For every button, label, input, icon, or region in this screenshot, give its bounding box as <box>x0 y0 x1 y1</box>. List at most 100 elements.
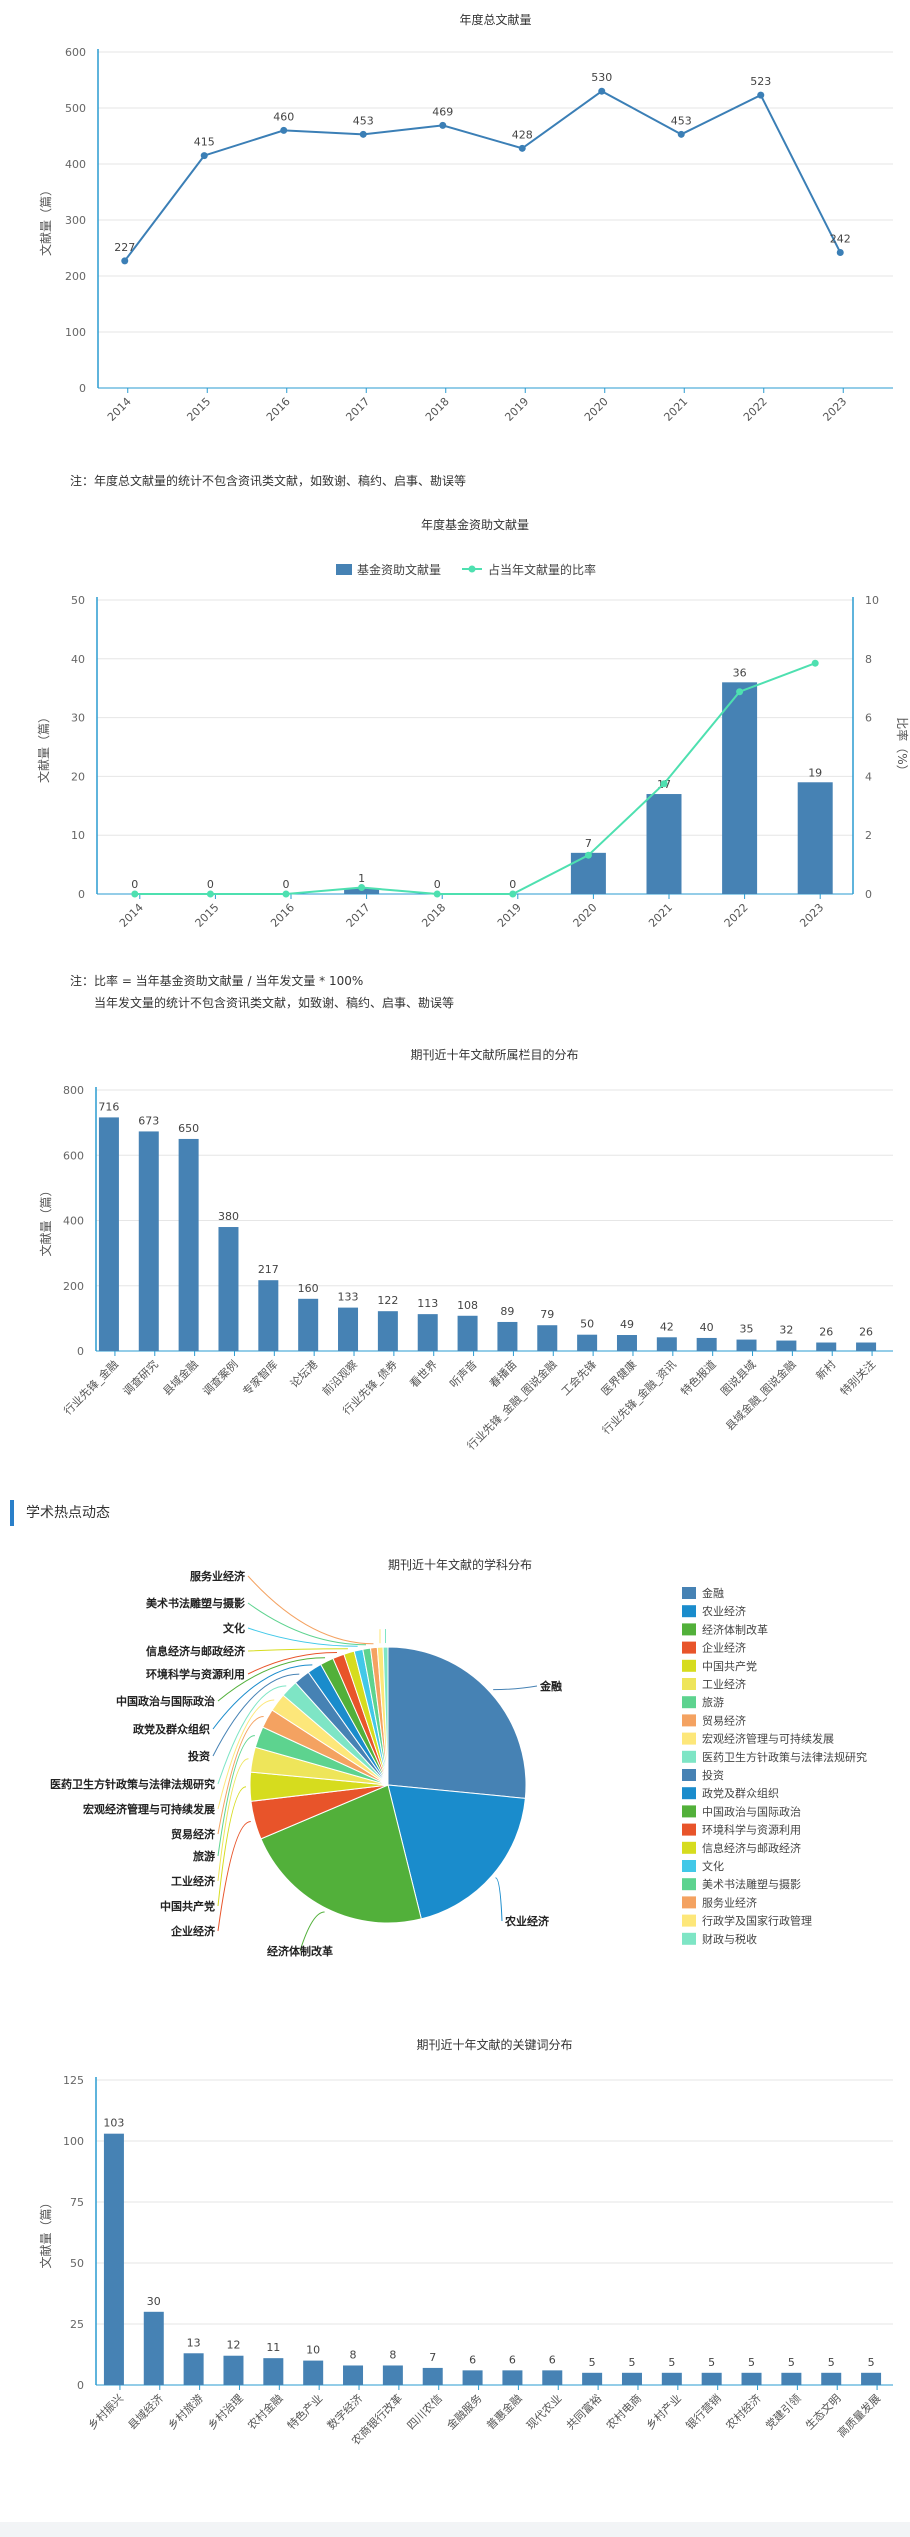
bar <box>143 2311 164 2385</box>
y-tick-label: 0 <box>78 888 85 901</box>
bar-label: 650 <box>178 1122 199 1135</box>
y-tick-label: 30 <box>71 712 85 725</box>
annual-note: 注：年度总文献量的统计不包含资讯类文献，如致谢、稿约、启事、勘误等 <box>70 474 467 488</box>
bar-label: 103 <box>103 2117 124 2130</box>
y-tick-label: 600 <box>65 46 86 59</box>
pie-leader-line <box>247 1602 367 1646</box>
pie-label: 美术书法雕塑与摄影 <box>146 1596 245 1610</box>
bar <box>646 794 682 894</box>
x-tick-label: 2014 <box>117 901 146 930</box>
bar-label: 217 <box>258 1263 279 1276</box>
y-tick-label: 600 <box>63 1149 84 1162</box>
bar <box>497 1321 518 1351</box>
bar-label: 0 <box>207 878 214 891</box>
legend-swatch <box>682 1769 696 1781</box>
legend-line-label: 占当年文献量的比率 <box>488 562 596 577</box>
bar <box>263 2358 284 2385</box>
x-tick-label: 2021 <box>646 901 675 930</box>
bar <box>582 2372 603 2385</box>
bar-label: 35 <box>740 1323 754 1336</box>
bar-label: 7 <box>585 837 592 850</box>
bar-label: 1 <box>358 872 365 885</box>
column-distribution-chart: 期刊近十年文献所属栏目的分布 0 200 400 600 800 文献量（篇） 行业先锋_金融… <box>0 1035 910 1485</box>
bar <box>343 2365 364 2385</box>
x-tick-label: 专家智库 <box>239 1357 280 1398</box>
data-label: 415 <box>194 136 215 149</box>
pie-leader-line <box>217 1786 247 1907</box>
bar <box>98 1117 119 1351</box>
legend-label: 投资 <box>702 1768 724 1782</box>
bar-label: 79 <box>540 1308 554 1321</box>
legend-swatch <box>682 1659 696 1672</box>
ratio-point <box>358 884 366 892</box>
data-point <box>280 126 288 134</box>
legend-label: 宏观经济管理与可持续发展 <box>702 1732 834 1746</box>
legend-swatch <box>682 1805 696 1818</box>
bar-label: 5 <box>828 2356 835 2369</box>
bar <box>103 2133 124 2385</box>
pie-leader-line <box>247 1648 348 1652</box>
y-axis-label: 文献量（篇） <box>38 1184 53 1256</box>
y-tick-label: 100 <box>65 326 86 339</box>
y2-tick-label: 10 <box>865 594 879 607</box>
x-tick-label: 乡村治理 <box>205 2391 246 2432</box>
pie-leader-line <box>217 1735 255 1857</box>
bar <box>344 888 380 894</box>
pie-leader-line <box>217 1685 287 1785</box>
x-tick-label: 医界健康 <box>598 1357 639 1398</box>
fund-literature-chart: 年度基金资助文献量 0 10 20 30 40 50 文献量（篇） 0 2 4 6 8 10 比率（%） 基金… <box>0 505 910 970</box>
pie-leader-line <box>493 1685 538 1691</box>
x-tick-label: 2020 <box>582 395 611 424</box>
legend-label: 美术书法雕塑与摄影 <box>702 1877 801 1891</box>
bar <box>298 1298 319 1351</box>
annual-literature-chart: 年度总文献量 0 100 200 300 400 500 600 文献量（篇） 2014 2015 2… <box>0 0 910 440</box>
bar-label: 8 <box>350 2348 357 2361</box>
ratio-point <box>811 659 819 667</box>
bar <box>661 2372 682 2385</box>
x-tick-label: 2016 <box>268 901 297 930</box>
bar-label: 108 <box>457 1299 478 1312</box>
bar <box>821 2372 842 2385</box>
pie-leader-line <box>247 1627 358 1647</box>
x-tick-label: 金融服务 <box>444 2391 485 2432</box>
bar <box>502 2370 523 2385</box>
data-label: 530 <box>591 71 612 84</box>
bar-label: 19 <box>808 766 822 779</box>
x-tick-label: 乡村振兴 <box>85 2391 126 2432</box>
subject-pie-svg: 期刊近十年文献的学科分布金融农业经济经济体制改革企业经济中国共产党工业经济旅游贸… <box>50 1557 867 1958</box>
bar-label: 49 <box>620 1318 634 1331</box>
pie-label: 政党及群众组织 <box>133 1722 210 1736</box>
ratio-point <box>660 780 668 788</box>
x-tick-label: 县域金融_图说金融 <box>722 1357 798 1433</box>
pie-label: 信息经济与邮政经济 <box>146 1644 246 1658</box>
footer-bar <box>0 2522 910 2537</box>
x-tick-label: 前沿观察 <box>319 1357 360 1398</box>
bar-label: 6 <box>469 2353 476 2366</box>
bar-label: 10 <box>306 2344 320 2357</box>
pie-label: 医药卫生方针政策与法律法规研究 <box>50 1777 215 1791</box>
x-tick-label: 2015 <box>184 395 213 424</box>
data-point <box>836 248 844 256</box>
bar-label: 5 <box>788 2356 795 2369</box>
bar <box>258 1280 279 1351</box>
x-tick-label: 2023 <box>820 395 849 424</box>
ratio-point <box>131 890 139 898</box>
data-point <box>757 91 765 99</box>
x-tick-label: 现代农业 <box>523 2391 564 2432</box>
bar <box>218 1227 239 1351</box>
x-tick-label: 春播苗 <box>486 1357 519 1390</box>
y2-tick-label: 2 <box>865 829 872 842</box>
x-tick-label: 农村经济 <box>723 2391 764 2432</box>
bar <box>736 1339 757 1351</box>
x-tick-label: 2018 <box>423 395 452 424</box>
pie-leader-line <box>217 1657 326 1702</box>
x-tick-label: 特色报道 <box>678 1357 719 1398</box>
y-tick-label: 800 <box>63 1084 84 1097</box>
y-tick-label: 75 <box>70 2196 84 2209</box>
x-tick-label: 2014 <box>105 395 134 424</box>
x-tick-label: 新村 <box>813 1357 838 1382</box>
ratio-point <box>282 890 290 898</box>
y-tick-label: 400 <box>65 158 86 171</box>
y-tick-label: 300 <box>65 214 86 227</box>
data-point <box>518 144 526 152</box>
